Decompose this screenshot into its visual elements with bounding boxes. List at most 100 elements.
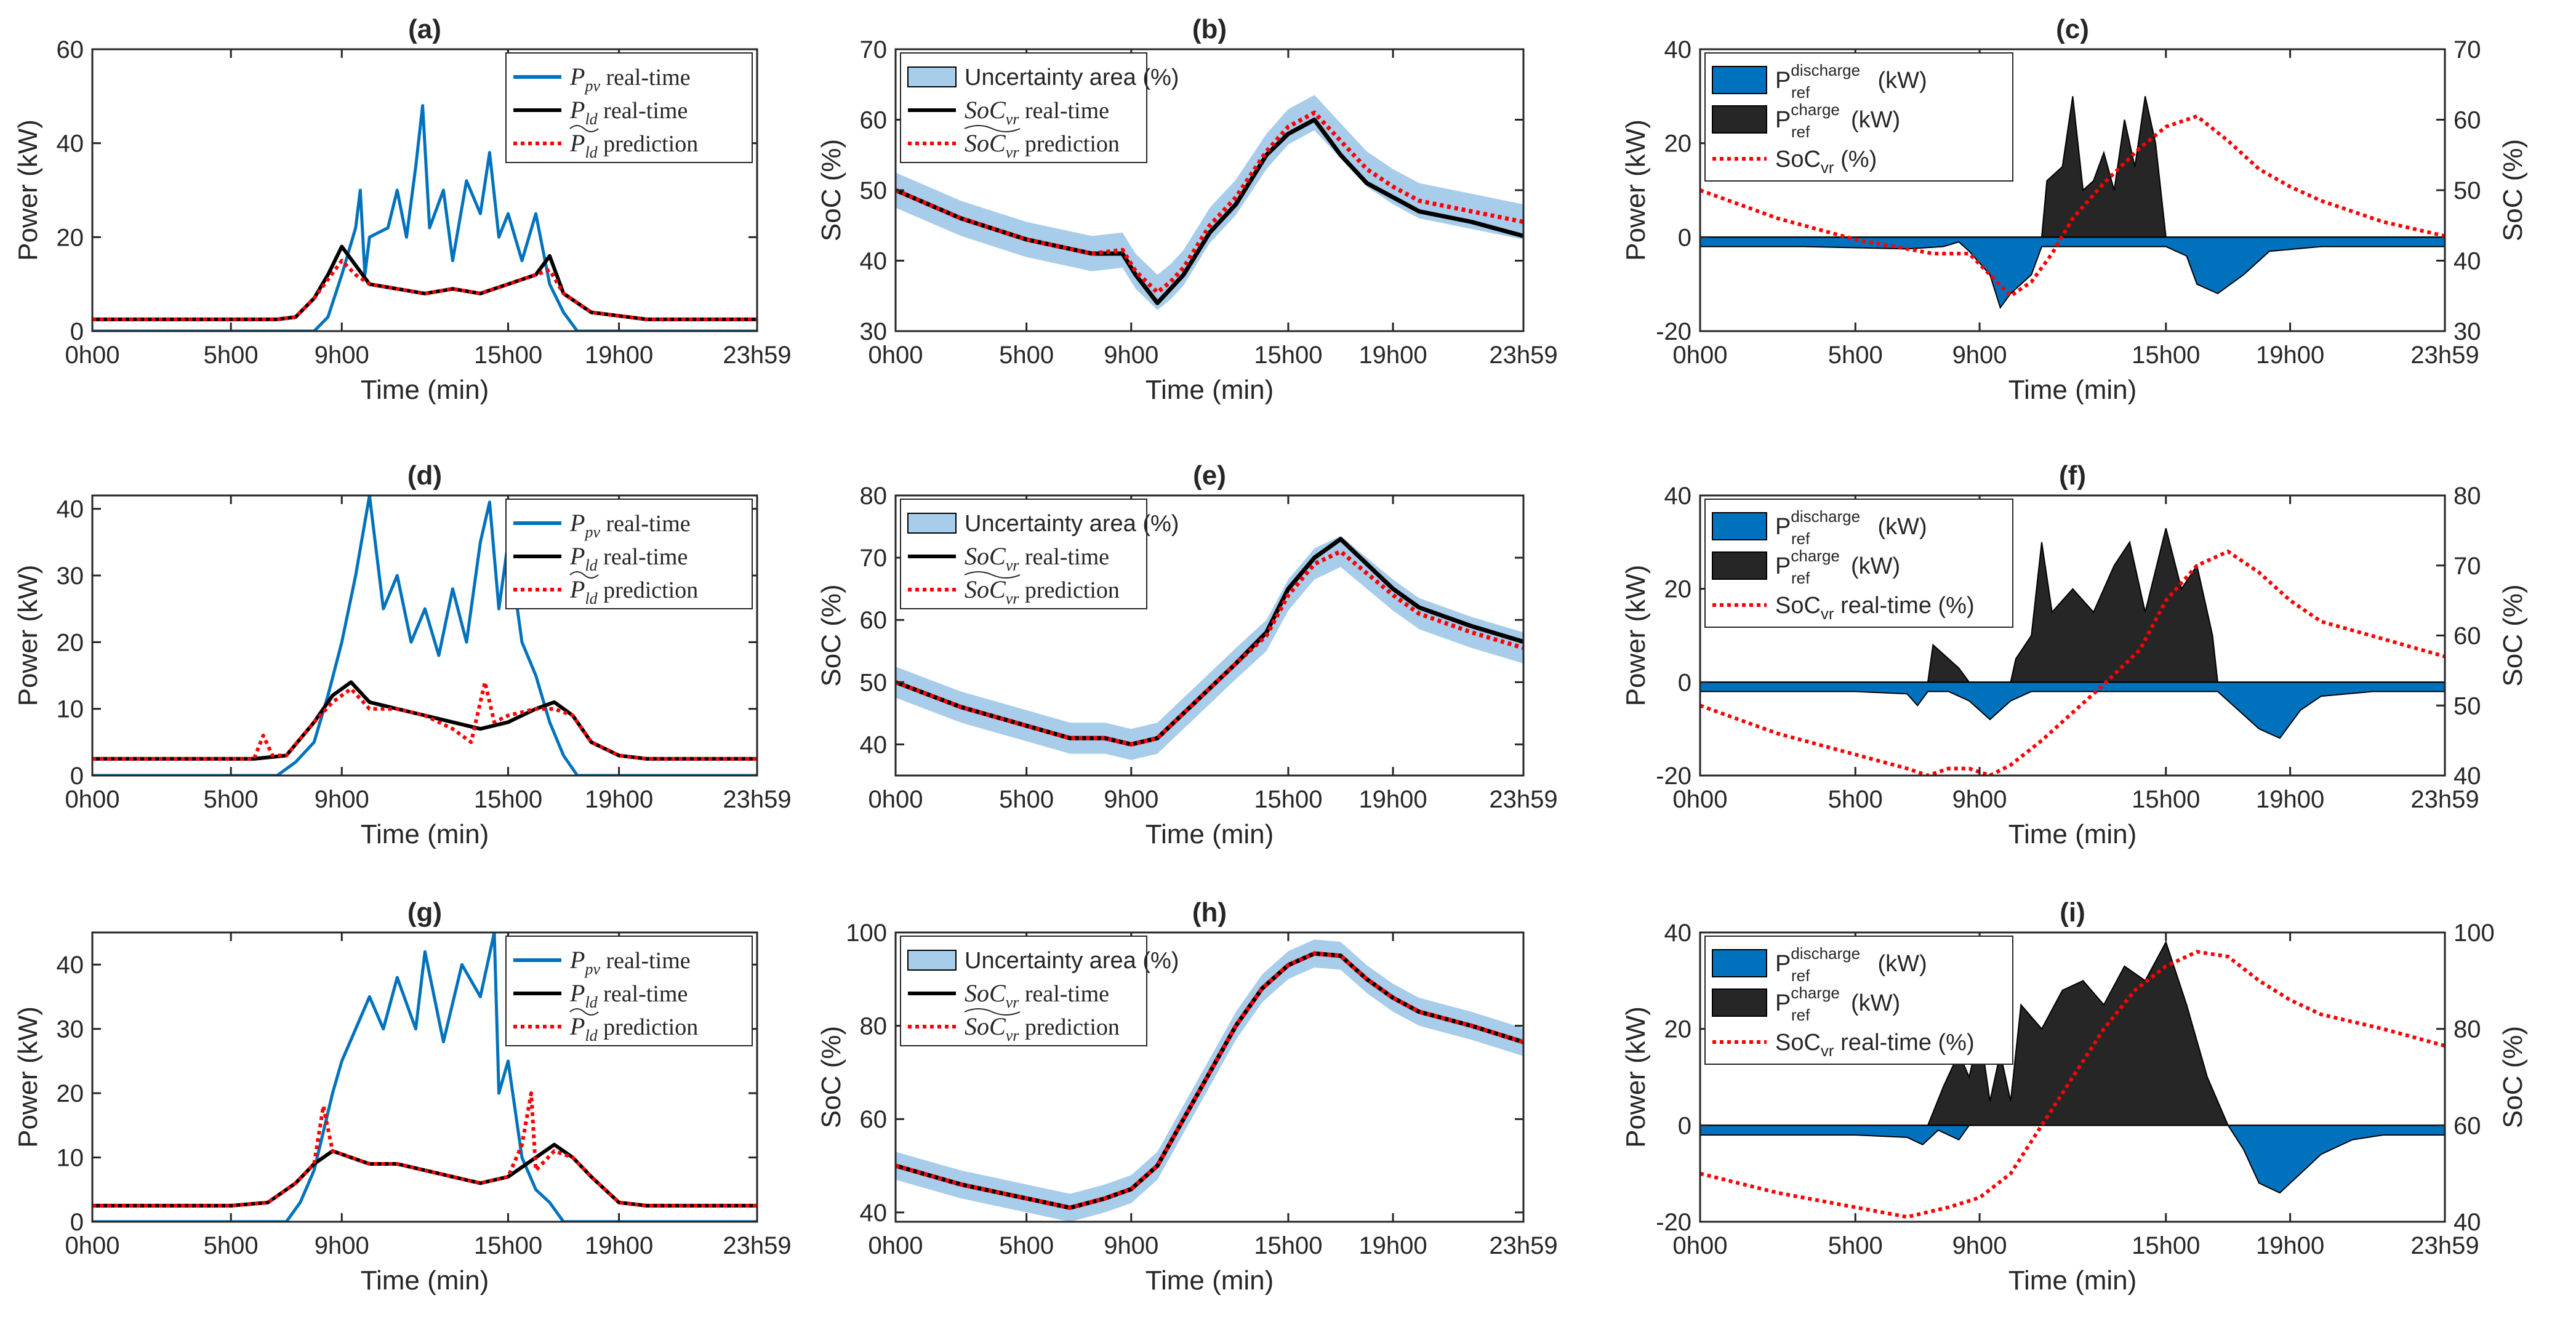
x-tick-label: 0h00 [65, 786, 120, 813]
legend-sub: ld [585, 143, 598, 161]
legend-swatch [1712, 512, 1767, 540]
legend-math: P [569, 575, 585, 603]
x-tick-label: 15h00 [2132, 1232, 2200, 1259]
legend-sup: discharge [1791, 944, 1860, 963]
y-tick-label: 80 [860, 1013, 888, 1040]
x-tick-label: 23h59 [2410, 342, 2479, 369]
panel-g: 0h00 5h00 9h00 15h00 19h00 23h59 0 10 20 30 40 (g) T… [13, 897, 792, 1296]
y-tick-label: 0 [1678, 669, 1691, 696]
legend-sub: pv [584, 523, 600, 541]
x-tick-label: 5h00 [204, 786, 259, 813]
legend-swatch [1712, 66, 1767, 94]
legend-label: Pcharge ref (kW) [1775, 984, 1900, 1024]
legend-space [600, 948, 606, 974]
legend-math: SoC [965, 542, 1006, 570]
y-tick-label: 40 [1664, 920, 1692, 947]
y-right-tick-label: 40 [2454, 248, 2481, 275]
x-tick-label: 5h00 [204, 342, 259, 369]
legend-space [1019, 1014, 1025, 1040]
y-tick-label: 70 [860, 545, 888, 572]
y-tick-label: 40 [1664, 483, 1692, 510]
legend-sub: vr [1006, 993, 1020, 1011]
x-axis-label: Time (min) [2008, 1265, 2137, 1296]
panel-i: 0h00 5h00 9h00 15h00 19h00 23h59 -20 0 20 40 40 60 8… [1621, 897, 2528, 1296]
legend-swatch [907, 950, 957, 971]
legend-math: P [569, 946, 585, 974]
x-tick-label: 9h00 [315, 342, 369, 369]
x-tick-label: 19h00 [2256, 786, 2324, 813]
x-tick-label: 23h59 [723, 342, 791, 369]
legend-label: Uncertainty area (%) [965, 511, 1179, 537]
plot-area-c [1700, 96, 2445, 309]
x-tick-label: 15h00 [474, 1232, 542, 1259]
legend-sub: ref [1791, 122, 1810, 141]
legend-entry-soc: SoCvr real-time (%) [1712, 593, 1975, 623]
legend-swatch [1712, 988, 1767, 1017]
series-line-0 [92, 932, 757, 1222]
plot-area-d [92, 495, 757, 776]
legend-entry-socp: SoCvr prediction [908, 1008, 1120, 1044]
legend-sup: discharge [1791, 61, 1860, 79]
legend-space [1019, 577, 1025, 603]
x-tick-label: 5h00 [204, 1232, 259, 1259]
legend-label: SoCvr real-time [965, 979, 1109, 1011]
y-tick-label: 60 [57, 36, 84, 63]
y-tick-label: -20 [1656, 318, 1691, 345]
legend-label: Pdischarge ref (kW) [1775, 507, 1927, 548]
x-tick-label: 9h00 [1104, 1232, 1158, 1259]
legend-space [598, 544, 604, 570]
x-axis-label: Time (min) [2008, 375, 2137, 405]
legend-sub: ref [1791, 966, 1810, 985]
panel-title: (a) [408, 14, 441, 44]
legend-label: Pld prediction [569, 1012, 698, 1044]
y-right-tick-label: 30 [2454, 318, 2481, 345]
plot-area-b [896, 95, 1523, 310]
legend-suffix: real-time [606, 65, 690, 90]
x-axis-label: Time (min) [1146, 819, 1274, 849]
legend-space [598, 131, 604, 157]
y-right-tick-label: 50 [2454, 692, 2481, 720]
legend-suffix: real-time [603, 981, 688, 1007]
legend-entry-pred: Pld prediction [513, 571, 698, 607]
legend-suffix: prediction [603, 1014, 698, 1040]
y-tick-label: 50 [860, 669, 888, 696]
y-tick-label: 30 [860, 318, 888, 345]
panel-a: 0h00 5h00 9h00 15h00 19h00 23h59 0 20 40 60 (a) Tim… [13, 14, 792, 405]
legend-entry-soc: SoCvr real-time [908, 542, 1109, 574]
y-tick-label: 0 [1678, 224, 1691, 251]
series-line-1 [896, 951, 1523, 1210]
legend-sup: discharge [1791, 507, 1860, 526]
legend-suffix: (kW) [1878, 514, 1927, 540]
y-tick-label: 20 [1664, 1016, 1692, 1043]
legend-space [1019, 981, 1025, 1007]
legend-sub: ld [585, 110, 598, 128]
uncertainty-band [896, 95, 1523, 310]
legend-entry-ld: Pld real-time [513, 542, 688, 574]
legend-suffix-text: real-time (%) [1840, 1030, 1974, 1056]
x-tick-label: 23h59 [1489, 342, 1557, 369]
y-tick-label: 100 [846, 920, 887, 947]
y-axis-label: Power (kW) [13, 565, 43, 707]
legend-suffix: real-time [606, 948, 690, 974]
legend-sup: charge [1791, 547, 1840, 565]
x-tick-label: 0h00 [65, 1232, 120, 1259]
x-axis-label: Time (min) [1146, 375, 1274, 405]
legend-entry-band: Uncertainty area (%) [907, 511, 1179, 537]
legend-base: P [1775, 68, 1791, 94]
x-tick-label: 0h00 [869, 1232, 923, 1259]
legend-suffix: real-time [603, 98, 688, 124]
legend-suffix: (kW) [1851, 990, 1900, 1016]
y-tick-label: 40 [1664, 36, 1692, 63]
y-tick-label: 40 [57, 952, 84, 979]
y-right-tick-label: 100 [2454, 920, 2495, 947]
x-tick-label: 5h00 [999, 342, 1054, 369]
tilde-icon [569, 571, 599, 579]
y-tick-label: 80 [860, 483, 888, 510]
y-tick-label: 0 [70, 1209, 84, 1236]
y-axis-label: Power (kW) [13, 1006, 43, 1148]
x-tick-label: 23h59 [723, 786, 791, 813]
x-tick-label: 9h00 [1952, 342, 2007, 369]
series-line-1 [92, 244, 757, 321]
legend-suffix: real-time [606, 511, 690, 537]
